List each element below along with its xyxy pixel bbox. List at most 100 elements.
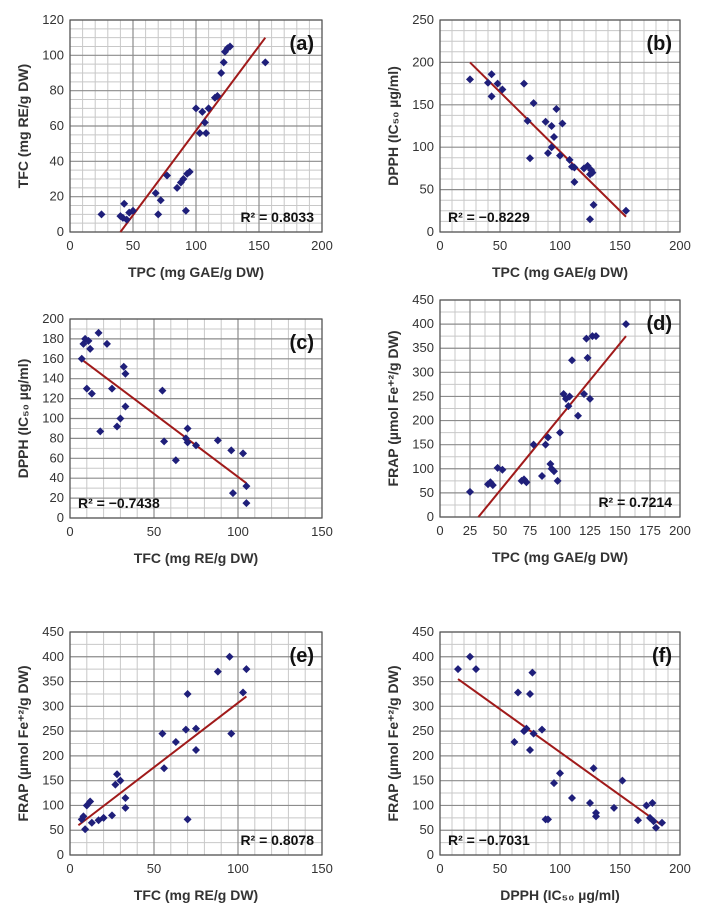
data-point: [171, 738, 180, 747]
data-point: [658, 818, 666, 827]
trendline: [82, 359, 248, 484]
y-tick-label: 150: [42, 773, 64, 788]
data-point: [119, 362, 128, 371]
data-point: [498, 465, 507, 474]
data-point: [183, 689, 192, 698]
data-point: [553, 476, 562, 485]
data-point: [583, 353, 592, 362]
data-point: [108, 384, 116, 393]
data-point: [225, 652, 234, 661]
y-tick-label: 200: [412, 413, 434, 428]
data-point: [526, 154, 534, 163]
x-tick-label: 50: [493, 238, 507, 253]
data-point: [228, 489, 237, 498]
data-point: [160, 764, 169, 773]
data-point: [526, 745, 534, 754]
data-point: [488, 481, 497, 490]
y-tick-label: 50: [420, 822, 434, 837]
y-tick-label: 400: [42, 649, 64, 664]
x-axis-label: TPC (mg GAE/g DW): [128, 264, 264, 280]
y-tick-label: 50: [420, 485, 434, 500]
y-tick-label: 150: [412, 773, 434, 788]
data-point: [592, 332, 600, 341]
data-point: [86, 344, 95, 353]
data-point: [520, 79, 528, 88]
y-tick-label: 300: [412, 364, 434, 379]
r-squared-label: R² = 0.7214: [598, 494, 672, 510]
data-point: [173, 183, 182, 192]
data-point: [226, 42, 235, 51]
data-point: [96, 427, 105, 436]
y-tick-label: 100: [42, 47, 64, 62]
data-point: [556, 769, 564, 778]
data-point: [589, 200, 598, 209]
y-tick-label: 200: [412, 54, 434, 69]
data-point: [192, 745, 200, 754]
x-tick-label: 75: [523, 523, 537, 538]
y-tick-label: 200: [412, 748, 434, 763]
x-tick-label: 0: [436, 523, 443, 538]
panel-annotation: (e): [290, 645, 314, 667]
data-point: [523, 116, 532, 125]
data-point: [466, 75, 474, 84]
trendline: [469, 61, 627, 218]
x-tick-label: 200: [311, 238, 333, 253]
data-point: [556, 428, 564, 437]
data-point: [227, 446, 236, 455]
y-tick-label: 40: [50, 153, 64, 168]
data-point: [102, 339, 111, 348]
x-tick-label: 100: [549, 861, 571, 876]
y-tick-label: 80: [50, 83, 64, 98]
data-point: [552, 105, 561, 114]
data-point: [183, 438, 192, 447]
plot-border: [69, 19, 323, 233]
data-point: [570, 177, 579, 186]
data-point: [649, 817, 658, 826]
data-point: [528, 668, 537, 677]
y-tick-label: 160: [42, 351, 64, 366]
data-point: [484, 78, 492, 87]
y-tick-label: 0: [427, 224, 434, 239]
data-point: [565, 392, 574, 401]
data-point: [565, 155, 574, 164]
data-point: [586, 798, 594, 807]
data-point: [580, 390, 588, 399]
plot-border: [439, 631, 681, 856]
data-point: [185, 167, 194, 176]
data-point: [522, 724, 531, 733]
x-tick-label: 50: [147, 861, 161, 876]
x-tick-label: 200: [669, 238, 691, 253]
r-squared-label: R² = 0.8033: [240, 209, 314, 225]
data-point: [192, 104, 200, 113]
y-tick-label: 400: [412, 316, 434, 331]
data-point: [586, 215, 594, 224]
y-axis-label: FRAP (µmol Fe⁺²/g DW): [385, 331, 401, 487]
data-point: [239, 688, 248, 697]
data-point: [213, 436, 222, 445]
x-tick-label: 50: [493, 523, 507, 538]
data-point: [99, 813, 108, 822]
data-point: [87, 389, 96, 398]
data-point: [217, 69, 226, 77]
data-point: [192, 724, 200, 733]
y-tick-label: 150: [412, 437, 434, 452]
data-point: [498, 85, 507, 94]
data-point: [586, 394, 594, 403]
x-tick-label: 100: [227, 524, 249, 539]
data-point: [171, 456, 180, 465]
data-point: [202, 129, 211, 138]
x-axis-label: TFC (mg RE/g DW): [134, 550, 258, 566]
y-tick-label: 400: [412, 649, 434, 664]
x-tick-label: 0: [66, 238, 73, 253]
data-point: [550, 467, 558, 476]
x-tick-label: 0: [436, 861, 443, 876]
plot-border: [439, 299, 681, 518]
panel-annotation: (f): [652, 645, 672, 667]
data-point: [454, 665, 462, 674]
data-point: [213, 91, 222, 100]
data-point: [466, 652, 474, 661]
y-tick-label: 100: [412, 797, 434, 812]
data-point: [121, 402, 130, 411]
r-squared-label: R² = −0.7031: [448, 832, 530, 848]
data-point: [568, 356, 576, 365]
